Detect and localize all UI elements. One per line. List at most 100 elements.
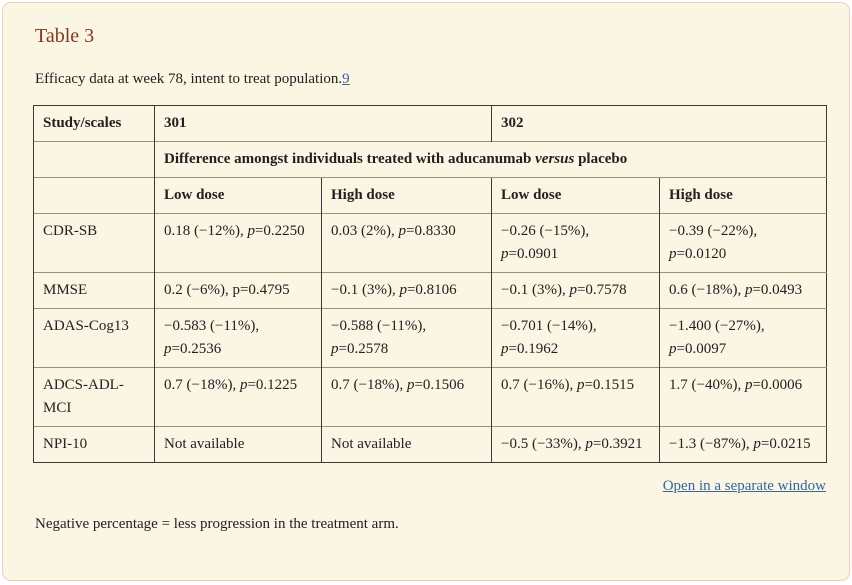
row-label-line1: ADCS-ADL- [43,377,124,393]
p-value: =0.3921 [592,436,643,452]
cell-cdrsb-302-low: −0.26 (−15%), p=0.0901 [491,213,660,273]
cell-mmse-302-low: −0.1 (3%), p=0.7578 [491,272,660,309]
col-header-study-301: 301 [154,105,492,142]
p-value: =0.0120 [676,246,727,262]
cell-value: −0.1 (3%), [501,282,570,298]
p-symbol: p [585,436,593,452]
p-symbol: p [398,223,407,239]
cell-value: 0.7 (−16%), [501,377,577,393]
empty-cell [33,141,155,178]
row-label-adas-cog13: ADAS-Cog13 [33,308,155,368]
p-value: =0.1225 [247,377,298,393]
cell-mmse-301-low: 0.2 (−6%), p=0.4795 [154,272,322,309]
cell-value: Not available [331,436,412,452]
header-row-studies: Study/scales 301 302 [33,105,827,142]
reference-9-link[interactable]: 9 [342,71,350,87]
cell-value: −1.400 (−27%), [669,318,765,334]
header-row-doses: Low dose High dose Low dose High dose [33,177,827,214]
header-row-difference: Difference amongst individuals treated w… [33,141,827,178]
cell-value: 0.2 (−6%), p=0.4795 [164,282,290,298]
cell-cdrsb-302-high: −0.39 (−22%), p=0.0120 [659,213,827,273]
cell-value: −0.39 (−22%), [669,223,758,239]
cell-value: 0.18 (−12%), [164,223,248,239]
table-title: Table 3 [35,25,95,47]
cell-value: 0.7 (−18%), [331,377,407,393]
p-symbol: p [744,377,753,393]
p-symbol: p [501,341,509,357]
table-row-cdr-sb: CDR-SB 0.18 (−12%), p=0.2250 0.03 (2%), … [33,213,827,273]
p-value: =0.0901 [508,246,559,262]
table-row-adas-cog13: ADAS-Cog13 −0.583 (−11%), p=0.2536 −0.588… [33,308,827,368]
col-header-study-scales: Study/scales [33,105,155,142]
cell-adcs-302-high: 1.7 (−40%), p=0.0006 [659,367,827,427]
p-symbol: p [247,223,255,239]
cell-mmse-302-high: 0.6 (−18%), p=0.0493 [659,272,827,309]
p-value: =0.1506 [414,377,465,393]
p-symbol: p [669,246,677,262]
p-value: =0.2578 [338,341,389,357]
cell-mmse-301-high: −0.1 (3%), p=0.8106 [321,272,492,309]
p-symbol: p [239,377,248,393]
open-link-row: Open in a separate window [33,478,826,495]
row-label-line2: MCI [43,400,72,416]
cell-value: −0.583 (−11%), [164,318,260,334]
cell-adas-302-low: −0.701 (−14%), p=0.1962 [491,308,660,368]
p-value: =0.8330 [406,223,456,239]
caption-text: Efficacy data at week 78, intent to trea… [35,71,343,87]
difference-text: Difference amongst individuals treated w… [164,151,536,167]
p-value: =0.0215 [760,436,811,452]
cell-npi-301-high: Not available [321,426,492,463]
cell-value: −1.3 (−87%), [669,436,754,452]
cell-adas-302-high: −1.400 (−27%), p=0.0097 [659,308,827,368]
versus-italic: versus [535,151,575,167]
cell-adas-301-low: −0.583 (−11%), p=0.2536 [154,308,322,368]
row-label-cdr-sb: CDR-SB [33,213,155,273]
cell-adas-301-high: −0.588 (−11%), p=0.2578 [321,308,492,368]
cell-value: 1.7 (−40%), [669,377,745,393]
col-header-study-302: 302 [491,105,827,142]
open-separate-window-link[interactable]: Open in a separate window [662,478,826,494]
p-symbol: p [399,282,407,298]
cell-adcs-301-high: 0.7 (−18%), p=0.1506 [321,367,492,427]
p-symbol: p [569,282,577,298]
col-header-301-low-dose: Low dose [154,177,322,214]
cell-value: −0.701 (−14%), [501,318,597,334]
p-symbol: p [164,341,172,357]
table-caption: Efficacy data at week 78, intent to trea… [35,71,822,88]
cell-npi-302-high: −1.3 (−87%), p=0.0215 [659,426,827,463]
cell-cdrsb-301-high: 0.03 (2%), p=0.8330 [321,213,492,273]
cell-value: −0.1 (3%), [331,282,400,298]
p-value: =0.2250 [254,223,305,239]
table-row-adcs-adl-mci: ADCS-ADL- MCI 0.7 (−18%), p=0.1225 0.7 (−… [33,367,827,427]
cell-cdrsb-301-low: 0.18 (−12%), p=0.2250 [154,213,322,273]
p-symbol: p [501,246,509,262]
p-symbol: p [331,341,339,357]
p-value: =0.0097 [676,341,727,357]
row-label-npi-10: NPI-10 [33,426,155,463]
cell-value: Not available [164,436,245,452]
cell-adcs-301-low: 0.7 (−18%), p=0.1225 [154,367,322,427]
row-label-adcs-adl-mci: ADCS-ADL- MCI [33,367,155,427]
empty-cell [33,177,155,214]
cell-value: −0.588 (−11%), [331,318,427,334]
cell-value: −0.5 (−33%), [501,436,586,452]
efficacy-table: Study/scales 301 302 Difference amongst … [33,105,827,463]
cell-value: 0.7 (−18%), [164,377,240,393]
p-value: =0.0493 [752,282,803,298]
col-header-301-high-dose: High dose [321,177,492,214]
p-symbol: p [744,282,753,298]
p-value: =0.2536 [171,341,222,357]
table-footnote: Negative percentage = less progression i… [35,516,399,532]
cell-adcs-302-low: 0.7 (−16%), p=0.1515 [491,367,660,427]
p-value: =0.8106 [406,282,457,298]
p-symbol: p [669,341,677,357]
p-value: =0.1515 [584,377,635,393]
p-value: =0.0006 [752,377,803,393]
col-header-302-high-dose: High dose [659,177,827,214]
p-symbol: p [576,377,585,393]
p-value: =0.7578 [576,282,627,298]
cell-value: 0.03 (2%), [331,223,399,239]
col-header-302-low-dose: Low dose [491,177,660,214]
difference-text-end: placebo [574,151,628,167]
